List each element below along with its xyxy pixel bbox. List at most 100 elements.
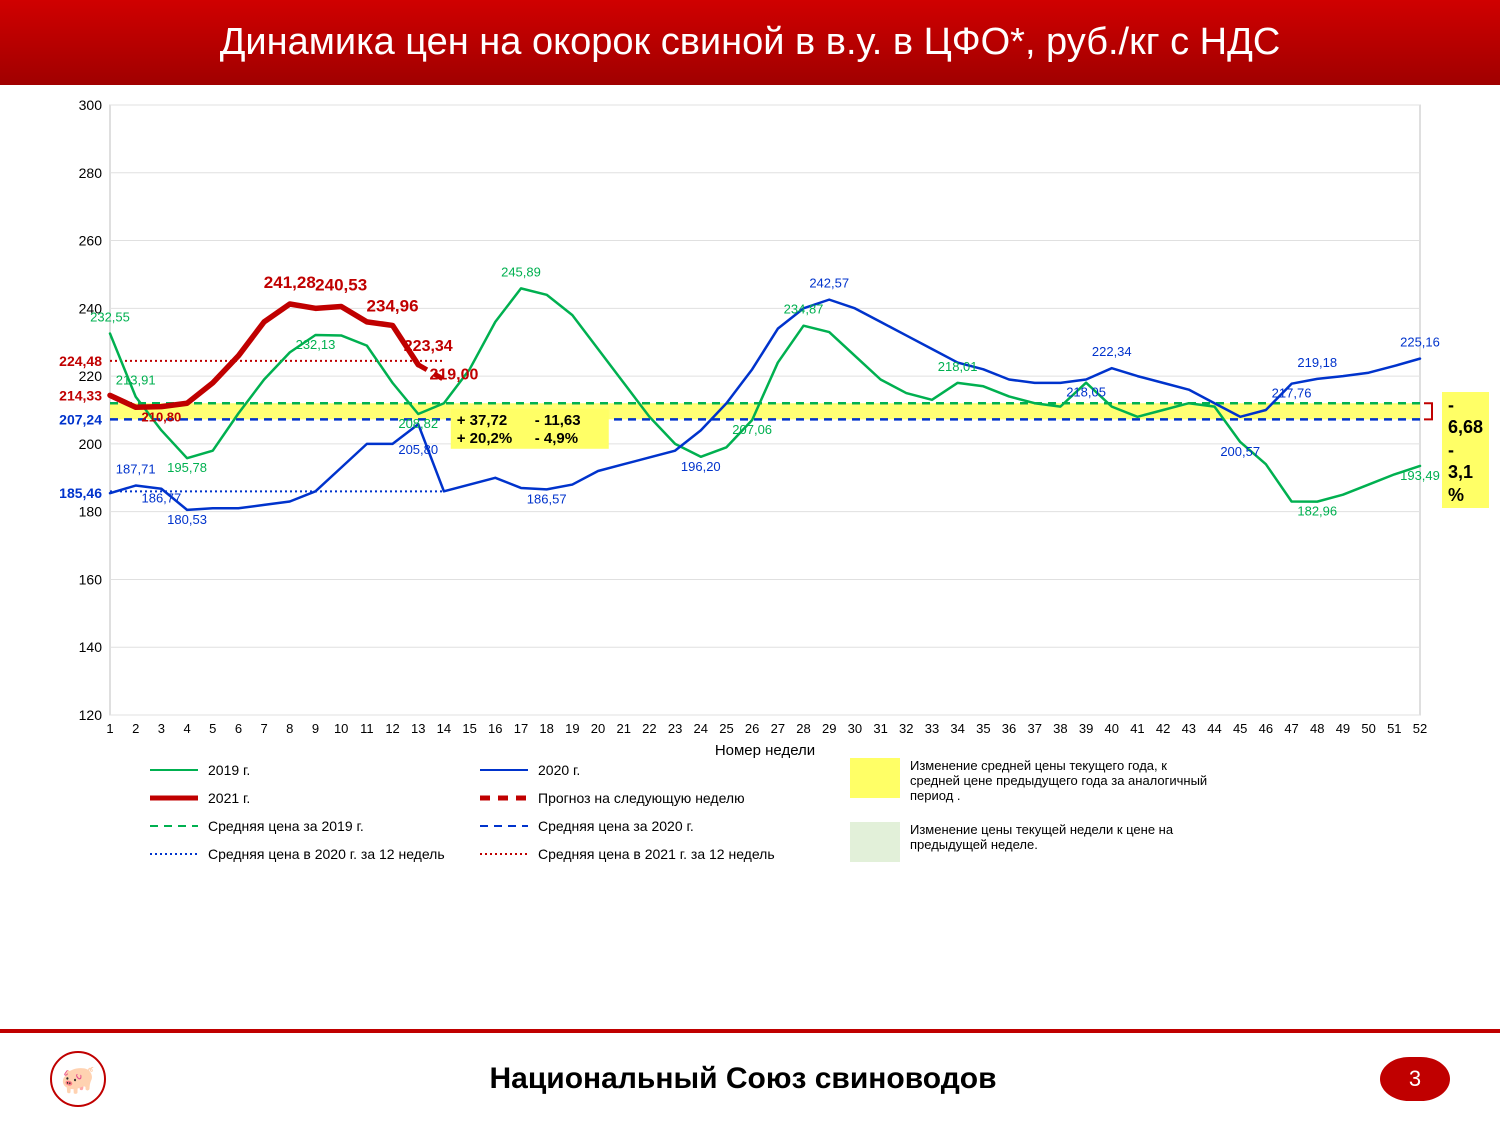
svg-text:48: 48 [1310,721,1324,736]
footer-logo: 🐖 [50,1051,106,1107]
svg-text:Прогноз на следующую неделю: Прогноз на следующую неделю [538,790,745,806]
svg-text:208,82: 208,82 [398,416,438,431]
svg-text:234,87: 234,87 [784,302,824,317]
svg-text:232,13: 232,13 [296,337,336,352]
svg-text:39: 39 [1079,721,1093,736]
svg-text:214,33: 214,33 [59,388,102,404]
svg-text:195,78: 195,78 [167,461,207,476]
svg-text:205,80: 205,80 [398,443,438,458]
side-change-abs: - 6,68 [1448,394,1483,439]
svg-text:- 11,63: - 11,63 [535,412,581,429]
svg-text:5: 5 [209,721,216,736]
svg-text:18: 18 [539,721,553,736]
svg-text:Изменение цены текущей недели: Изменение цены текущей недели к цене на [910,822,1174,837]
svg-text:120: 120 [79,707,103,723]
svg-text:17: 17 [514,721,528,736]
svg-text:223,34: 223,34 [404,338,453,355]
svg-text:234,96: 234,96 [367,297,419,316]
svg-text:213,91: 213,91 [116,373,156,388]
svg-text:160: 160 [79,572,103,588]
svg-text:26: 26 [745,721,759,736]
svg-text:182,96: 182,96 [1297,504,1337,519]
svg-text:33: 33 [925,721,939,736]
side-change-pct: - 3,1 % [1448,439,1483,507]
footer-org: Национальный Союз свиноводов [106,1062,1380,1096]
svg-text:280: 280 [79,165,103,181]
svg-text:41: 41 [1130,721,1144,736]
svg-text:218,05: 218,05 [1066,385,1106,400]
svg-text:16: 16 [488,721,502,736]
svg-text:27: 27 [771,721,785,736]
svg-text:45: 45 [1233,721,1247,736]
svg-text:219,18: 219,18 [1297,355,1337,370]
svg-text:35: 35 [976,721,990,736]
svg-text:- 4,9%: - 4,9% [535,430,578,447]
footer: 🐖 Национальный Союз свиноводов 3 [0,1029,1500,1125]
price-chart: 1201401601802002202402602803001234567891… [40,95,1460,915]
svg-text:2019 г.: 2019 г. [208,762,250,778]
chart-container: 1201401601802002202402602803001234567891… [40,95,1460,915]
svg-text:225,16: 225,16 [1400,335,1440,350]
svg-text:217,76: 217,76 [1272,386,1312,401]
svg-text:21: 21 [616,721,630,736]
svg-text:11: 11 [360,721,374,736]
svg-text:224,48: 224,48 [59,353,102,369]
svg-text:30: 30 [848,721,862,736]
svg-text:50: 50 [1361,721,1375,736]
svg-text:40: 40 [1105,721,1119,736]
page-number: 3 [1380,1057,1450,1101]
svg-text:222,34: 222,34 [1092,345,1132,360]
svg-text:24: 24 [694,721,708,736]
svg-text:232,55: 232,55 [90,310,130,325]
svg-text:200,57: 200,57 [1220,444,1260,459]
svg-text:42: 42 [1156,721,1170,736]
svg-text:200: 200 [79,436,103,452]
svg-text:Средняя цена в 2020 г. за 12 н: Средняя цена в 2020 г. за 12 недель [208,846,445,862]
svg-text:1: 1 [106,721,113,736]
svg-text:+ 20,2%: + 20,2% [457,430,512,447]
svg-text:245,89: 245,89 [501,265,541,280]
svg-text:300: 300 [79,97,103,113]
svg-text:25: 25 [719,721,733,736]
svg-text:23: 23 [668,721,682,736]
side-change-box: - 6,68 - 3,1 % [1442,392,1489,509]
svg-text:44: 44 [1207,721,1221,736]
svg-text:51: 51 [1387,721,1401,736]
svg-text:3: 3 [158,721,165,736]
svg-text:38: 38 [1053,721,1067,736]
svg-text:+ 37,72: + 37,72 [457,412,507,429]
svg-text:20: 20 [591,721,605,736]
svg-text:186,57: 186,57 [527,492,567,507]
svg-text:210,80: 210,80 [141,410,181,425]
svg-text:196,20: 196,20 [681,459,721,474]
svg-text:32: 32 [899,721,913,736]
svg-text:37: 37 [1027,721,1041,736]
svg-text:187,71: 187,71 [116,462,156,477]
svg-text:22: 22 [642,721,656,736]
svg-text:219,00: 219,00 [429,367,478,384]
svg-text:19: 19 [565,721,579,736]
svg-text:36: 36 [1002,721,1016,736]
svg-text:46: 46 [1259,721,1273,736]
svg-text:14: 14 [437,721,451,736]
title-text: Динамика цен на окорок свиной в в.у. в Ц… [220,21,1281,63]
svg-text:31: 31 [873,721,887,736]
svg-text:8: 8 [286,721,293,736]
svg-text:предыдущей неделе.: предыдущей неделе. [910,837,1038,852]
svg-text:52: 52 [1413,721,1427,736]
svg-text:2: 2 [132,721,139,736]
svg-text:218,01: 218,01 [938,359,978,374]
svg-text:47: 47 [1284,721,1298,736]
svg-text:Средняя цена за 2020 г.: Средняя цена за 2020 г. [538,818,694,834]
svg-text:период .: период . [910,788,961,803]
svg-text:Средняя цена за 2019 г.: Средняя цена за 2019 г. [208,818,364,834]
svg-text:6: 6 [235,721,242,736]
svg-text:7: 7 [261,721,268,736]
svg-text:140: 140 [79,640,103,656]
svg-text:185,46: 185,46 [59,486,102,502]
svg-text:4: 4 [183,721,190,736]
svg-text:29: 29 [822,721,836,736]
svg-text:10: 10 [334,721,348,736]
svg-text:180: 180 [79,504,103,520]
svg-text:2021 г.: 2021 г. [208,790,250,806]
